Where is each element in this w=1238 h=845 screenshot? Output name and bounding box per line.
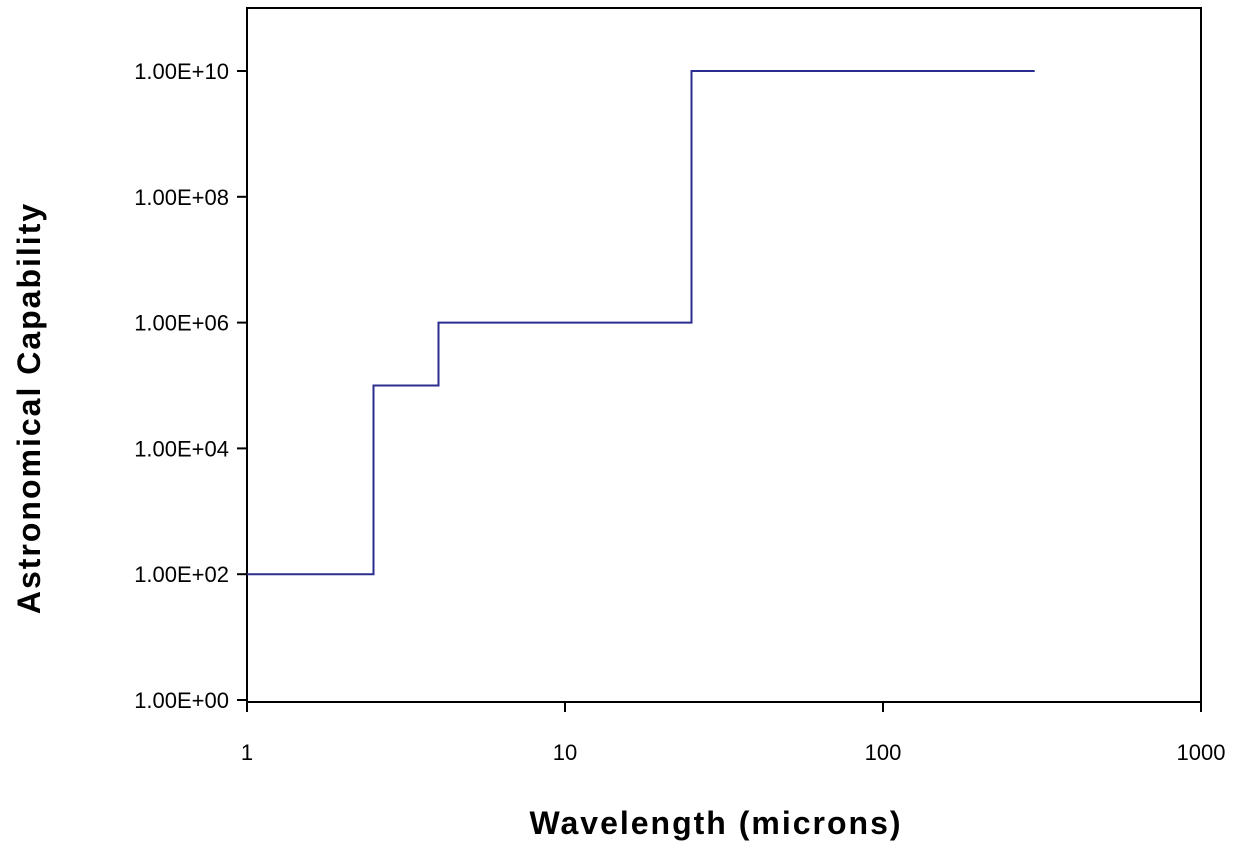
y-tick-label: 1.00E+04	[134, 436, 229, 461]
y-ticks: 1.00E+00 1.00E+02 1.00E+04 1.00E+06 1.00E+08…	[134, 59, 247, 713]
y-tick-label: 1.00E+08	[134, 185, 229, 210]
x-tick-label: 10	[553, 740, 577, 765]
plot-area	[246, 7, 1202, 703]
y-tick-label: 1.00E+00	[134, 688, 229, 713]
y-tick-label: 1.00E+02	[134, 562, 229, 587]
y-tick-label: 1.00E+06	[134, 311, 229, 336]
x-tick-label: 100	[865, 740, 902, 765]
x-tick-label: 1	[241, 740, 253, 765]
y-tick-label: 1.00E+10	[134, 59, 229, 84]
series-layer	[247, 70, 1035, 576]
series-line	[247, 70, 1035, 576]
x-ticks: 1 10 100 1000	[241, 702, 1226, 765]
x-tick-label: 1000	[1177, 740, 1226, 765]
x-axis-title: Wavelength (microns)	[529, 805, 902, 841]
y-axis-title: Astronomical Capability	[11, 202, 47, 614]
